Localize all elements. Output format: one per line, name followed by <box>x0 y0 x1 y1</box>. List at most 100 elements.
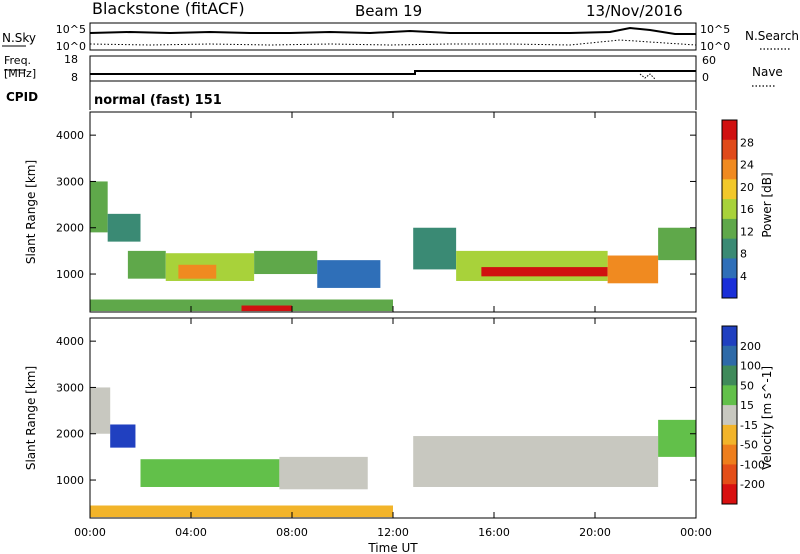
heatmap-band <box>90 387 111 434</box>
nsearch-tick-top: 10^5 <box>700 23 730 36</box>
nsearch-tick-bottom: 10^0 <box>700 40 730 53</box>
heatmap-band <box>658 419 696 457</box>
colorbar-segment <box>722 464 737 485</box>
cpid-value: normal (fast) 151 <box>94 93 222 108</box>
heatmap-band <box>140 459 280 487</box>
heatmap-band <box>90 505 393 518</box>
cpid-label: CPID <box>6 90 38 104</box>
power-panel: 1000 2000 3000 4000 Slant Range [km] 28 24 20… <box>24 111 774 313</box>
heatmap-band <box>456 250 608 281</box>
velocity-colorbar-label: Velocity [m s^-1] <box>760 366 774 470</box>
nave-tick-bottom: 0 <box>702 71 709 84</box>
colorbar-tick-label: 200 <box>740 340 761 353</box>
velocity-panel: 1000 2000 3000 4000 Slant Range [km] 200 100… <box>24 317 774 519</box>
nsky-nsearch-panel: 10^5 10^0 N.Sky 10^5 10^0 N.Search <box>2 22 799 53</box>
heatmap-band <box>254 250 318 275</box>
freq-tick-bottom: 8 <box>71 71 78 84</box>
heatmap-band <box>178 264 217 279</box>
colorbar-frame <box>721 325 738 505</box>
freq-trace <box>90 70 696 75</box>
colorbar-segment <box>722 238 737 259</box>
colorbar-segment <box>722 199 737 220</box>
x-tick-label: 00:00 <box>74 526 106 539</box>
colorbar-tick-label: 20 <box>740 181 754 194</box>
x-axis: 00:00 04:00 08:00 12:00 16:00 20:00 00:00 <box>74 112 712 539</box>
power-plot-area <box>90 112 696 312</box>
colorbar-tick-label: 24 <box>740 159 754 172</box>
colorbar-segment <box>722 258 737 279</box>
velocity-plot-area <box>90 318 696 518</box>
y-tick-label: 1000 <box>56 268 84 281</box>
colorbar-tick-label: 12 <box>740 225 754 238</box>
heatmap-band <box>413 227 457 270</box>
colorbar-segment <box>722 278 737 299</box>
colorbar-segment <box>722 405 737 426</box>
nave-label: Nave <box>752 65 783 79</box>
nave-trace <box>639 73 656 80</box>
heatmap-band <box>110 424 136 448</box>
heatmap-band <box>90 181 108 233</box>
colorbar-tick-label: 4 <box>740 270 747 283</box>
nsky-tick-top: 10^5 <box>56 23 86 36</box>
colorbar-tick-label: 16 <box>740 203 754 216</box>
y-tick-label: 4000 <box>56 335 84 348</box>
colorbar-segment <box>722 218 737 240</box>
colorbar-segment <box>722 139 737 161</box>
nsearch-label: N.Search <box>745 29 799 43</box>
y-tick-label: 4000 <box>56 129 84 142</box>
heatmap-band <box>607 255 659 284</box>
heatmap-band <box>317 260 381 288</box>
colorbar-segment <box>722 365 737 386</box>
heatmap-band <box>241 305 292 312</box>
heatmap-band <box>658 227 696 261</box>
nsearch-trace <box>89 39 697 46</box>
x-tick-label: 12:00 <box>377 526 409 539</box>
colorbar-segment <box>722 120 737 141</box>
heatmap-band <box>90 299 393 312</box>
y-tick-label: 3000 <box>56 175 84 188</box>
y-tick-label: 1000 <box>56 474 84 487</box>
freq-nave-panel: 18 8 Freq. [MHz] 60 0 Nave <box>4 53 783 87</box>
power-colorbar-label: Power [dB] <box>760 172 774 237</box>
colorbar-segment <box>722 179 737 200</box>
x-tick-label: 20:00 <box>579 526 611 539</box>
colorbar-tick-label: -100 <box>740 458 765 471</box>
colorbar-tick-label: 15 <box>740 399 754 412</box>
y-tick-label: 2000 <box>56 428 84 441</box>
colorbar-tick-label: -50 <box>740 439 758 452</box>
cpid-row: CPID normal (fast) 151 <box>6 81 697 110</box>
velocity-ylabel: Slant Range [km] <box>24 366 38 470</box>
nsky-tick-bottom: 10^0 <box>56 40 86 53</box>
heatmap-band <box>413 436 659 487</box>
heatmap-band <box>127 250 166 279</box>
heatmap-band <box>481 267 608 277</box>
colorbar-segment <box>722 326 737 347</box>
x-axis-label: Time UT <box>367 541 418 554</box>
nsky-trace <box>89 26 696 35</box>
colorbar-segment <box>722 424 737 446</box>
beam-label: Beam 19 <box>355 2 422 20</box>
x-tick-label: 16:00 <box>478 526 510 539</box>
heatmap-band <box>107 213 141 242</box>
freq-label-2: [MHz] <box>4 67 36 80</box>
colorbar-segment <box>722 444 737 465</box>
colorbar-tick-label: -15 <box>740 419 758 432</box>
y-tick-label: 2000 <box>56 222 84 235</box>
nsky-label: N.Sky <box>2 31 36 45</box>
y-tick-label: 3000 <box>56 381 84 394</box>
colorbar-segment <box>722 484 737 505</box>
colorbar-tick-label: 28 <box>740 136 754 149</box>
colorbar-tick-label: 8 <box>740 248 747 261</box>
colorbar-segment <box>722 345 737 367</box>
freq-label-1: Freq. <box>4 54 31 67</box>
power-ylabel: Slant Range [km] <box>24 160 38 264</box>
nave-tick-top: 60 <box>702 54 716 67</box>
colorbar-tick-label: 100 <box>740 360 761 373</box>
x-tick-label: 08:00 <box>276 526 308 539</box>
colorbar-segment <box>722 159 737 180</box>
x-tick-label: 00:00 <box>680 526 712 539</box>
heatmap-band <box>279 456 368 490</box>
colorbar-tick-label: -200 <box>740 478 765 491</box>
colorbar-segment <box>722 385 737 406</box>
